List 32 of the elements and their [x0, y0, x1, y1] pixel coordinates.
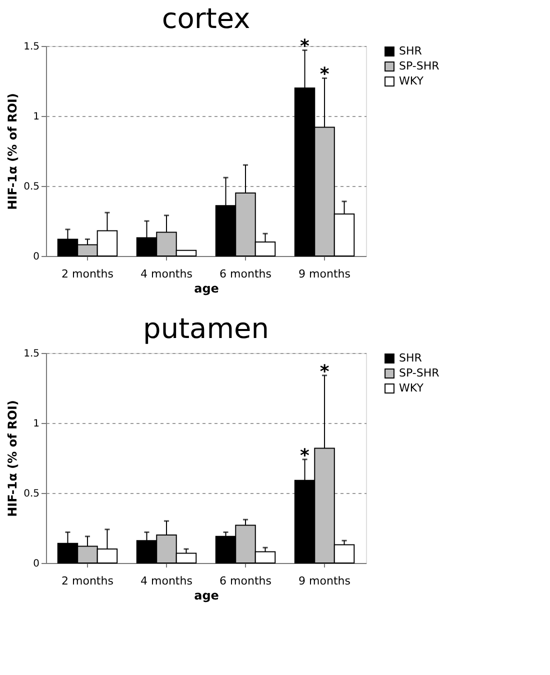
y-tick-label: 1 — [33, 418, 40, 430]
y-tick-label: 1 — [33, 112, 40, 122]
x-tick-label: 6 months — [220, 574, 272, 588]
x-tick-label: 9 months — [298, 268, 351, 280]
annotation: * — [300, 445, 310, 466]
legend-label: SP-SHR — [399, 366, 440, 380]
legend-label: WKY — [399, 74, 424, 88]
x-tick-label: 2 months — [62, 574, 114, 588]
x-tick-label: 2 months — [62, 268, 114, 280]
y-tick-label: 0.5 — [24, 488, 40, 500]
x-tick-label: 4 months — [140, 268, 193, 280]
y-tick-label: 0 — [33, 252, 40, 262]
legend-label: WKY — [399, 382, 424, 394]
y-tick-label: 1.5 — [24, 348, 40, 360]
legend-label: SHR — [399, 44, 422, 58]
annotation: * — [320, 361, 330, 382]
y-tick-label: 0.5 — [24, 182, 40, 192]
legend-label: SHR — [399, 352, 422, 364]
chart-title: cortex — [162, 2, 250, 36]
y-axis-title: HIF-1α (% of ROI) — [6, 400, 20, 517]
y-tick-label: 1.5 — [24, 42, 40, 52]
annotation: * — [300, 36, 310, 58]
x-tick-label: 6 months — [220, 268, 272, 280]
annotation: * — [320, 64, 330, 86]
x-tick-label: 4 months — [140, 574, 193, 588]
x-tick-label: 9 months — [298, 574, 351, 588]
y-axis-title: HIF-1α (% of ROI) — [6, 93, 20, 210]
legend-label: SP-SHR — [399, 60, 440, 72]
x-axis-title: age — [194, 588, 219, 602]
chart-title: putamen — [143, 312, 269, 345]
y-tick-label: 0 — [33, 558, 40, 570]
x-axis-title: age — [194, 282, 219, 296]
